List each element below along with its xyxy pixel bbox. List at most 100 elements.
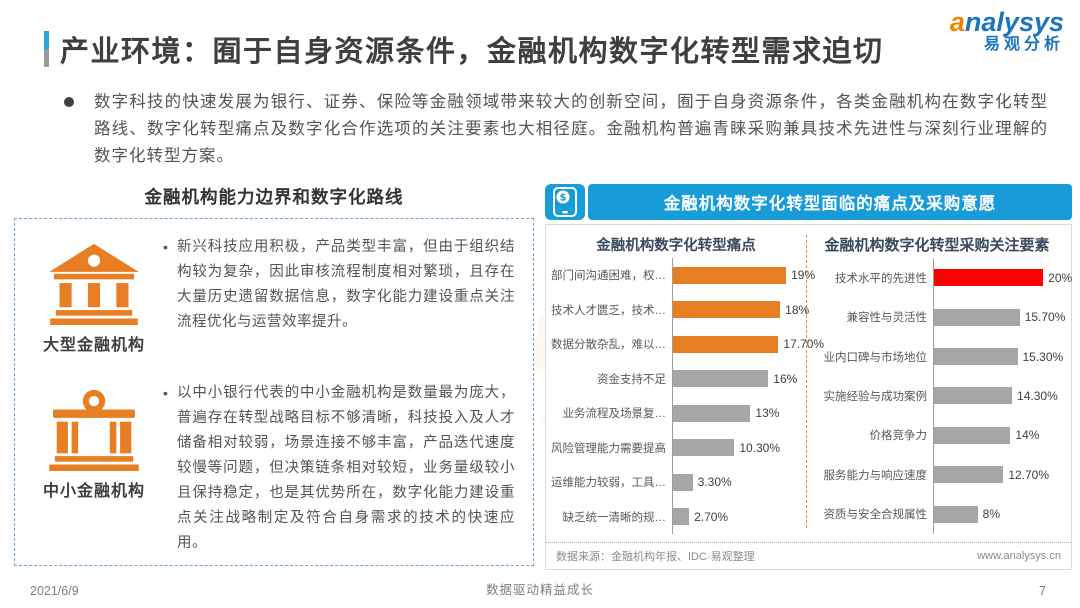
bar-row: 运维能力较弱，工具… 3.30% [548,465,804,500]
bar-value: 19% [791,268,816,283]
analysys-brand-text: analysys [949,7,1064,37]
svg-text:$: $ [560,193,567,204]
bar [673,266,787,284]
institution-icon-col: 中小金融机构 [25,379,163,501]
bar-value: 17.70% [783,337,825,352]
bar-value: 16% [773,371,798,386]
institution-description: 新兴科技应用积极，产品类型丰富，但由于组织结构较为复杂，因此审核流程制度相对繁琐… [177,239,515,330]
bar-track: 13% [672,396,804,431]
bar-row: 缺乏统一清晰的规… 2.70% [548,499,804,534]
bar-track: 15.30% [933,336,1065,377]
charts-panel: 金融机构数字化转型痛点 部门间沟通困难，权… 19% 技术人才匮乏，技术… 18% 数据… [545,224,1072,570]
bar-value: 18% [785,302,810,317]
bar [934,348,1018,366]
bar-category-label: 运维能力较弱，工具… [551,477,666,490]
bar-row: 风险管理能力需要提高 10.30% [548,430,804,465]
bar-value: 15.70% [1024,310,1066,325]
bar-value: 2.70% [694,509,729,524]
pain-points-chart: 金融机构数字化转型痛点 部门间沟通困难，权… 19% 技术人才匮乏，技术… 18% 数据… [548,227,824,538]
purchase-factors-chart: 金融机构数字化转型采购关注要素 技术水平的先进性 20% 兼容性与灵活性 15.70%… [809,227,1072,538]
bar-category-label: 价格竞争力 [869,430,928,443]
bar-category-label: 缺乏统一清晰的规… [562,511,667,524]
website-url: www.analysys.cn [977,550,1061,562]
page-number: 7 [1039,584,1046,598]
bar-row: 资金支持不足 16% [548,361,804,396]
bar-value: 14.30% [1017,388,1058,403]
bar-category-label: 兼容性与灵活性 [846,312,928,325]
bar-row: 服务能力与响应速度 12.70% [809,455,1065,495]
bank-large-icon [49,243,139,325]
institution-item-large: 大型金融机构 • 新兴科技应用积极，产品类型丰富，但由于组织结构较为复杂，因此审… [25,233,519,355]
data-source-note: 数据来源：金融机构年报、IDC·易观整理 [556,551,755,563]
bar-row: 技术水平的先进性 20% [809,258,1072,298]
bar-row: 数据分散杂乱，难以… 17.70% [548,327,824,362]
bullet-dot-icon [64,97,74,107]
bar [673,508,690,526]
bar [934,505,978,523]
bar-value: 12.70% [1008,467,1050,482]
institution-label: 中小金融机构 [42,483,145,500]
intro-paragraph: 数字科技的快速发展为银行、证券、保险等金融领域带来较大的创新空间，囿于自身资源条… [94,93,1048,165]
bar-row: 部门间沟通困难，权… 19% [548,258,815,293]
bar-track: 14% [933,415,1065,456]
bar-track: 15.70% [933,297,1066,337]
bar-category-label: 业内口碑与市场地位 [823,351,928,364]
chart-source-row: 数据来源：金融机构年报、IDC·易观整理 www.analysys.cn [546,542,1071,569]
bar-value: 20% [1048,270,1073,285]
list-bullet: • [163,385,168,401]
left-panel-heading: 金融机构能力边界和数字化路线 [144,187,404,207]
bar-category-label: 资质与安全合规属性 [823,509,928,522]
bar-row: 资质与安全合规属性 8% [809,494,1065,534]
bar-category-label: 部门间沟通困难，权… [551,270,666,283]
bar-value: 15.30% [1022,349,1064,364]
bar-category-label: 实施经验与成功案例 [823,390,928,403]
bar-track: 3.30% [672,465,804,500]
bar [673,404,751,422]
institution-label: 大型金融机构 [42,337,145,354]
bar-row: 价格竞争力 14% [809,415,1065,456]
bar-track: 20% [933,258,1072,298]
bar [673,439,735,457]
bar-track: 12.70% [933,455,1065,495]
analysys-brand-cn: 易观分析 [983,36,1064,54]
bar [673,473,693,491]
footer-date: 2021/6/9 [30,584,79,598]
title-accent-bar [44,31,49,67]
institution-item-small: 中小金融机构 • 以中小银行代表的中小金融机构是数量最为庞大，普遍存在转型战略目… [25,379,519,556]
bar-row: 技术人才匮乏，技术… 18% [548,292,809,327]
bar-category-label: 技术人才匮乏，技术… [551,304,666,317]
mobile-payment-icon: $ [545,184,585,220]
bar-track: 16% [672,361,804,396]
charts-area: 金融机构数字化转型痛点 部门间沟通困难，权… 19% 技术人才匮乏，技术… 18% 数据… [546,225,1072,542]
chart-divider [806,235,807,528]
bar [673,370,769,388]
bar-value: 14% [1015,428,1040,443]
bar-value: 13% [755,406,780,421]
bar-value: 8% [982,507,1000,522]
bar-track: 2.70% [672,499,804,534]
chart-title: 金融机构数字化转型痛点 [596,238,756,254]
footer-slogan: 数据驱动精益成长 [485,583,594,597]
institution-text-col: • 新兴科技应用积极，产品类型丰富，但由于组织结构较为复杂，因此审核流程制度相对… [163,233,519,335]
bar-track: 18% [672,292,809,327]
bank-small-icon [49,389,139,471]
bar-track: 19% [672,258,815,293]
bar [673,301,781,319]
bar-row: 业内口碑与市场地位 15.30% [809,336,1065,377]
bar-row: 兼容性与灵活性 15.70% [809,297,1066,337]
institution-text-col: • 以中小银行代表的中小金融机构是数量最为庞大，普遍存在转型战略目标不够清晰，科… [163,379,519,556]
analysys-logo: analysys 易观分析 [950,8,1064,54]
bar-category-label: 服务能力与响应速度 [823,469,928,482]
bar-category-label: 数据分散杂乱，难以… [551,339,666,352]
bar-category-label: 技术水平的先进性 [835,272,927,285]
bar [934,387,1013,405]
bar-value: 10.30% [739,440,781,455]
left-panel-box: 大型金融机构 • 新兴科技应用积极，产品类型丰富，但由于组织结构较为复杂，因此审… [14,218,534,566]
bar [934,466,1004,484]
bar-category-label: 风险管理能力需要提高 [551,442,666,455]
bar [673,335,779,353]
bar-category-label: 资金支持不足 [597,373,666,386]
bar-track: 10.30% [672,430,804,465]
bar-track: 14.30% [933,376,1065,416]
